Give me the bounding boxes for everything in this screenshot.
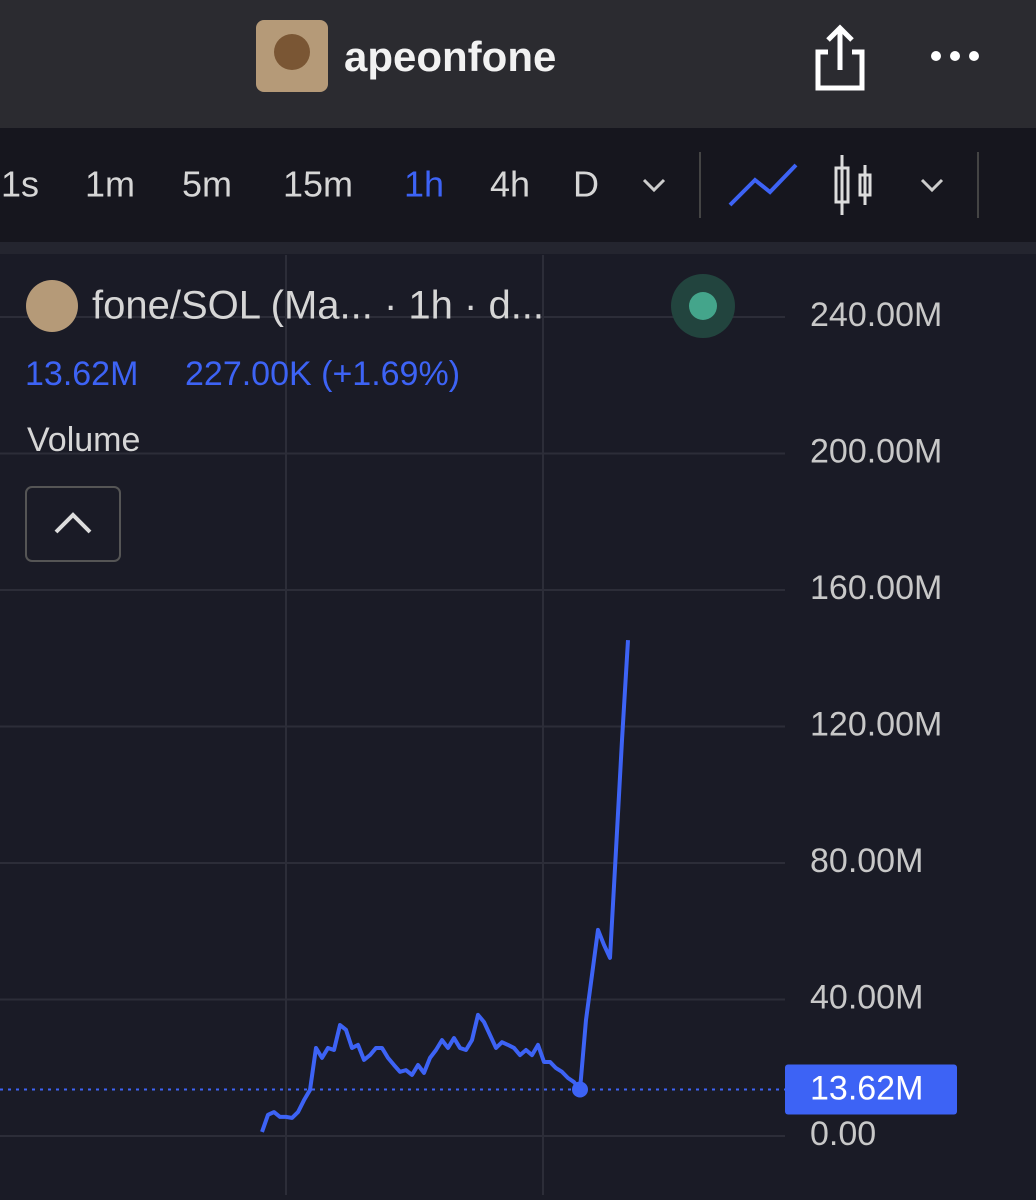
timeframe[interactable]: 1h (404, 164, 444, 205)
candle-style-button[interactable] (834, 155, 872, 215)
separator (0, 242, 1036, 254)
y-tick-label: 40.00M (810, 978, 923, 1016)
collapse-icon (54, 512, 92, 534)
timeframe[interactable]: 1s (1, 164, 39, 205)
y-tick-label: 0.00 (810, 1115, 876, 1153)
timeframe[interactable]: 4h (490, 164, 530, 205)
price-tag-label: 13.62M (810, 1070, 923, 1108)
share-button[interactable] (815, 24, 865, 91)
timeframe[interactable]: 5m (182, 164, 232, 205)
status-dot (689, 292, 717, 320)
timeframe[interactable]: D (573, 164, 599, 205)
timeframe[interactable]: 1m (85, 164, 135, 205)
last-value: 13.62M (25, 355, 138, 393)
style-dropdown[interactable] (920, 178, 944, 193)
price-tag (785, 1064, 957, 1115)
y-tick-label: 160.00M (810, 569, 942, 607)
indicator: Volume (27, 421, 140, 459)
line-style-button[interactable] (728, 163, 798, 207)
y-tick-label: 80.00M (810, 842, 923, 880)
collapse-button[interactable] (25, 486, 121, 562)
timeframe-dropdown[interactable] (642, 178, 666, 193)
timeframe[interactable]: 15m (283, 164, 353, 205)
change: 227.00K (+1.69%) (185, 355, 460, 393)
series-line (260, 640, 630, 1133)
symbol[interactable]: fone/SOL (Ma... · 1h · d... (92, 284, 544, 328)
last-point (572, 1081, 588, 1098)
y-tick-label: 240.00M (810, 296, 942, 334)
toolbar (0, 128, 1036, 242)
y-tick-label: 200.00M (810, 432, 942, 470)
more-button[interactable] (931, 51, 979, 61)
avatar-art (274, 34, 310, 70)
title: apeonfone (344, 33, 556, 80)
y-tick-label: 120.00M (810, 705, 942, 743)
symbol-icon (26, 280, 78, 332)
